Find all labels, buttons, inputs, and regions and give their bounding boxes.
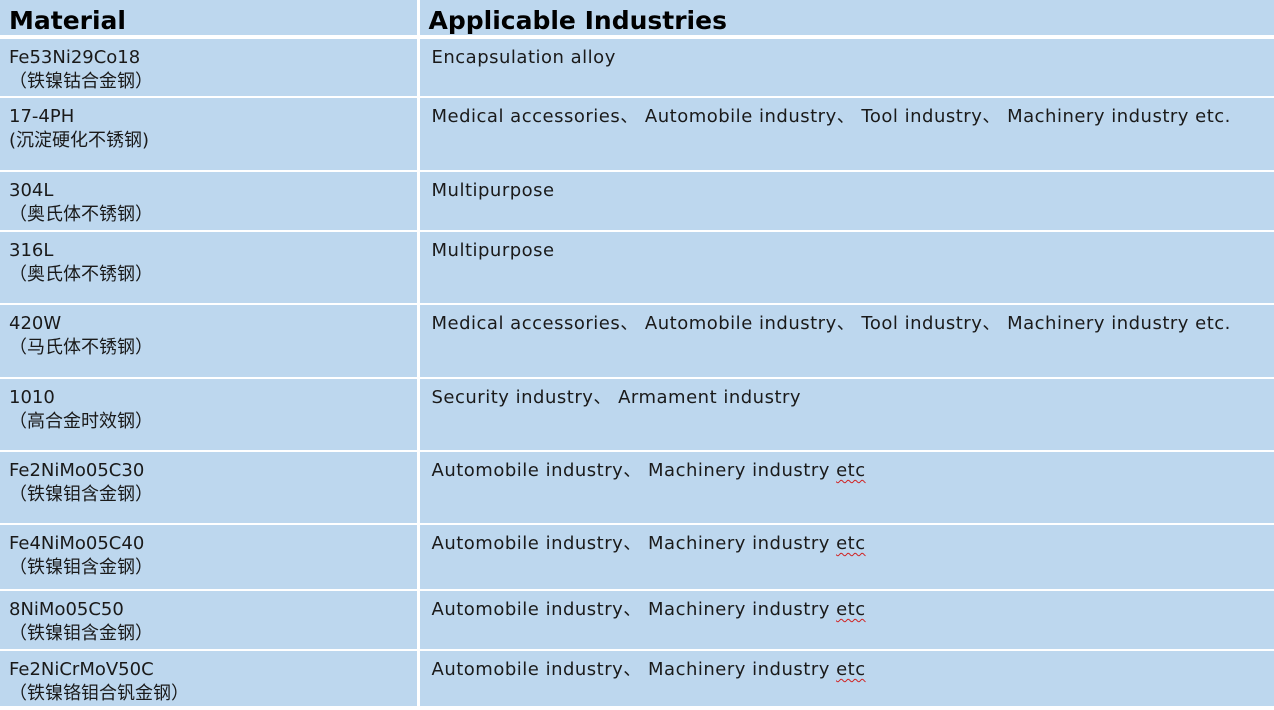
material-chinese-name: （铁镍钼含金钢）: [9, 484, 153, 505]
material-chinese-name: （奥氏体不锈钢）: [9, 204, 153, 225]
material-name: 304L: [9, 180, 54, 201]
material-chinese-name: （马氏体不锈钢）: [9, 337, 153, 358]
industries-text: Medical accessories、 Automobile industry…: [431, 313, 1231, 334]
material-name: Fe53Ni29Co18: [9, 47, 141, 68]
table-row: 316L （奥氏体不锈钢） Multipurpose: [0, 231, 1274, 305]
industries-text: Medical accessories、 Automobile industry…: [431, 106, 1231, 127]
industries-cell: Automobile industry、 Machinery industry …: [418, 650, 1274, 708]
industries-cell: Automobile industry、 Machinery industry …: [418, 451, 1274, 525]
material-cell: Fe4NiMo05C40 （铁镍钼含金钢）: [0, 524, 420, 591]
material-name: 8NiMo05C50: [9, 599, 124, 620]
table-row: Fe2NiMo05C30 （铁镍钼含金钢） Automobile industry…: [0, 451, 1274, 525]
table-row: 17-4PH (沉淀硬化不锈钢) Medical accessories、 Aut…: [0, 97, 1274, 172]
etc-text: etc: [836, 460, 866, 481]
industries-text: Encapsulation alloy: [431, 47, 616, 68]
etc-text: etc: [836, 599, 866, 620]
material-cell: Fe53Ni29Co18 （铁镍钴合金钢）: [0, 37, 420, 98]
table-row: 304L （奥氏体不锈钢） Multipurpose: [0, 171, 1274, 232]
table-row: 420W （马氏体不锈钢） Medical accessories、 Automo…: [0, 304, 1274, 379]
industries-text: Multipurpose: [431, 180, 555, 201]
material-chinese-name: （铁镍钼含金钢）: [9, 557, 153, 578]
material-name: 17-4PH: [9, 106, 75, 127]
material-chinese-name: （铁镍钴合金钢）: [9, 71, 153, 92]
industries-text: Automobile industry、 Machinery industry: [431, 599, 837, 620]
material-chinese-name: （铁镍钼含金钢）: [9, 623, 153, 644]
industries-cell: Automobile industry、 Machinery industry …: [418, 524, 1274, 591]
material-chinese-name: （奥氏体不锈钢）: [9, 264, 153, 285]
table-row: 8NiMo05C50 （铁镍钼含金钢） Automobile industry、 …: [0, 590, 1274, 651]
etc-text: etc: [836, 533, 866, 554]
material-name: 316L: [9, 240, 54, 261]
industries-text: Automobile industry、 Machinery industry: [431, 659, 837, 680]
industries-text: Automobile industry、 Machinery industry: [431, 533, 837, 554]
material-name: 420W: [9, 313, 62, 334]
material-cell: 304L （奥氏体不锈钢）: [0, 171, 420, 232]
material-name: Fe4NiMo05C40: [9, 533, 145, 554]
table-row: 1010 （高合金时效钢） Security industry、 Armament…: [0, 378, 1274, 452]
material-chinese-name: (沉淀硬化不锈钢): [9, 130, 150, 151]
industries-cell: Medical accessories、 Automobile industry…: [418, 97, 1274, 172]
header-row: Material Applicable Industries: [0, 0, 1274, 39]
material-name: 1010: [9, 387, 55, 408]
table-row: Fe2NiCrMoV50C （铁镍铬钼合钒金钢） Automobile indus…: [0, 650, 1274, 708]
industries-cell: Medical accessories、 Automobile industry…: [418, 304, 1274, 379]
industries-cell: Automobile industry、 Machinery industry …: [418, 590, 1274, 651]
material-cell: 1010 （高合金时效钢）: [0, 378, 420, 452]
industries-cell: Encapsulation alloy: [418, 37, 1274, 98]
material-chinese-name: （高合金时效钢）: [9, 411, 153, 432]
material-cell: Fe2NiCrMoV50C （铁镍铬钼合钒金钢）: [0, 650, 420, 708]
industries-text: Automobile industry、 Machinery industry: [431, 460, 837, 481]
material-cell: 17-4PH (沉淀硬化不锈钢): [0, 97, 420, 172]
material-name: Fe2NiMo05C30: [9, 460, 145, 481]
material-cell: Fe2NiMo05C30 （铁镍钼含金钢）: [0, 451, 420, 525]
header-applicable-industries: Applicable Industries: [418, 0, 1274, 39]
material-cell: 316L （奥氏体不锈钢）: [0, 231, 420, 305]
header-material: Material: [0, 0, 420, 39]
industries-text: Multipurpose: [431, 240, 555, 261]
etc-text: etc: [836, 659, 866, 680]
material-cell: 420W （马氏体不锈钢）: [0, 304, 420, 379]
industries-cell: Multipurpose: [418, 231, 1274, 305]
table-row: Fe53Ni29Co18 （铁镍钴合金钢） Encapsulation alloy: [0, 37, 1274, 98]
industries-text: Security industry、 Armament industry: [431, 387, 802, 408]
industries-cell: Multipurpose: [418, 171, 1274, 232]
material-chinese-name: （铁镍铬钼合钒金钢）: [9, 683, 189, 704]
table-row: Fe4NiMo05C40 （铁镍钼含金钢） Automobile industry…: [0, 524, 1274, 591]
industries-cell: Security industry、 Armament industry: [418, 378, 1274, 452]
material-cell: 8NiMo05C50 （铁镍钼含金钢）: [0, 590, 420, 651]
material-name: Fe2NiCrMoV50C: [9, 659, 154, 680]
